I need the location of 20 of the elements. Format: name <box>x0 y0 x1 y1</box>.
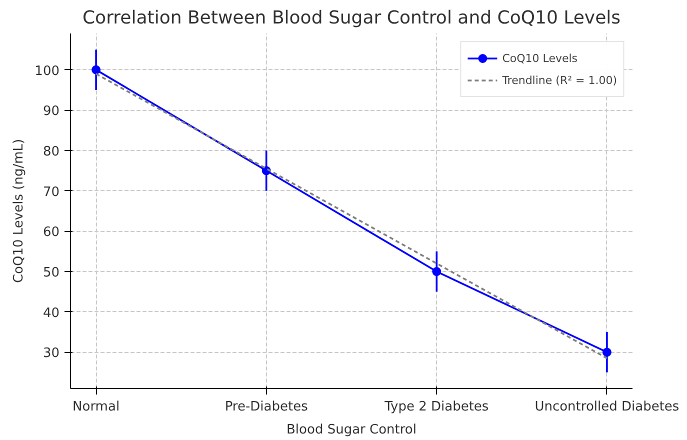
x-tick-label: Type 2 Diabetes <box>384 400 489 414</box>
legend-label: CoQ10 Levels <box>502 52 578 64</box>
chart-title: Correlation Between Blood Sugar Control and CoQ10 Levels <box>82 8 621 28</box>
y-tick-label: 70 <box>42 184 60 200</box>
y-tick-label: 90 <box>42 104 60 120</box>
x-tick-label: Pre-Diabetes <box>224 400 308 414</box>
point <box>92 65 101 74</box>
x-tick-label: Normal <box>72 400 120 414</box>
y-tick-label: 60 <box>42 225 60 240</box>
x-axis-title: Blood Sugar Control <box>286 422 416 438</box>
legend-label: Trendline (R² = 1.00) <box>502 74 617 86</box>
y-axis-title: CoQ10 Levels (ng/mL) <box>12 138 27 284</box>
y-tick-label: 100 <box>34 64 60 79</box>
y-tick-label: 80 <box>42 144 60 160</box>
point <box>432 267 442 276</box>
y-tick-label: 30 <box>42 346 60 362</box>
x-tick-label: Uncontrolled Diabetes <box>534 400 680 414</box>
y-tick-label: 50 <box>42 266 60 281</box>
point <box>602 348 612 357</box>
y-tick-label: 40 <box>42 306 60 321</box>
